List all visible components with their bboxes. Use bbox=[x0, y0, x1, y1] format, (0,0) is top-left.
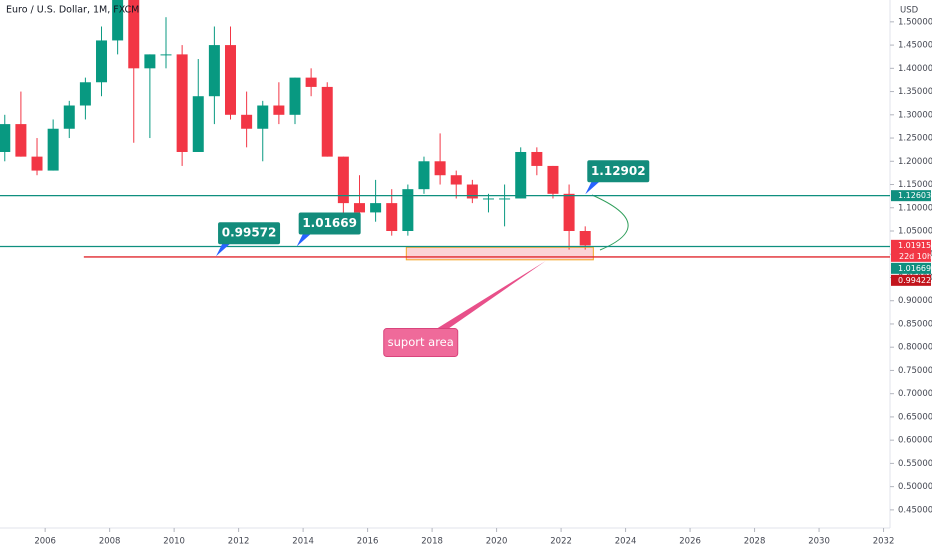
price-tag bbox=[891, 239, 931, 262]
countdown-label: 22d 10h bbox=[899, 252, 932, 261]
candle-body bbox=[257, 105, 269, 129]
candle-body bbox=[79, 82, 91, 106]
candle-body bbox=[418, 161, 430, 190]
candle-body bbox=[225, 45, 236, 115]
price-tag bbox=[891, 190, 931, 202]
x-tick-label: 2006 bbox=[34, 537, 56, 547]
candle-body bbox=[289, 77, 301, 115]
candle-body bbox=[531, 151, 543, 166]
projection-curve bbox=[591, 194, 629, 251]
candle-body bbox=[273, 105, 285, 115]
candle-body bbox=[128, 0, 140, 69]
candle-body bbox=[144, 54, 156, 69]
x-tick-label: 2032 bbox=[873, 537, 895, 547]
candle-body bbox=[192, 96, 204, 152]
candle-body bbox=[176, 54, 188, 152]
price-tag-label: 1.12603 bbox=[898, 191, 931, 200]
callout-label: 1.01669 bbox=[302, 216, 357, 230]
candle-body bbox=[47, 128, 59, 171]
candle-body bbox=[112, 0, 124, 41]
y-tick-label: 1.50000 bbox=[898, 17, 932, 27]
candle-body bbox=[482, 198, 494, 200]
y-tick-label: 0.55000 bbox=[898, 459, 932, 469]
y-tick-label: 0.60000 bbox=[898, 436, 932, 446]
y-tick-label: 1.30000 bbox=[898, 110, 932, 120]
candle-body bbox=[370, 203, 382, 213]
y-tick-label: 0.50000 bbox=[898, 482, 932, 492]
y-tick-label: 1.40000 bbox=[898, 64, 932, 74]
support-zone bbox=[405, 246, 594, 261]
candle-body bbox=[402, 189, 414, 231]
callout-box bbox=[218, 222, 281, 245]
candle-body bbox=[96, 40, 108, 83]
candle-body bbox=[31, 156, 43, 171]
y-tick-label: 1.20000 bbox=[898, 157, 932, 167]
price-tag-label: 1.01669 bbox=[898, 264, 931, 273]
candle-body bbox=[63, 105, 75, 129]
x-tick-label: 2026 bbox=[679, 537, 701, 547]
candle-body bbox=[15, 124, 27, 157]
price-tag bbox=[891, 262, 931, 274]
callout-box bbox=[587, 160, 650, 183]
candle-body bbox=[353, 203, 365, 213]
x-tick-label: 2024 bbox=[615, 537, 637, 547]
candle-body bbox=[386, 203, 398, 231]
candle-body bbox=[579, 231, 591, 246]
candle-body bbox=[499, 198, 511, 200]
y-tick-label: 0.90000 bbox=[898, 296, 932, 306]
candle-body bbox=[160, 54, 172, 56]
y-tick-label: 1.05000 bbox=[898, 227, 932, 237]
y-tick-label: 1.15000 bbox=[898, 180, 932, 190]
chart-title: Euro / U.S. Dollar, 1M, FXCM bbox=[6, 5, 139, 16]
y-tick-label: 0.45000 bbox=[898, 505, 932, 515]
zone-pointer bbox=[433, 260, 546, 331]
zone-label-box bbox=[383, 328, 459, 358]
y-tick-label: 1.35000 bbox=[898, 87, 932, 97]
price-tag bbox=[891, 274, 931, 286]
y-tick-label: 0.85000 bbox=[898, 319, 932, 329]
y-tick-label: 1.45000 bbox=[898, 41, 932, 51]
candle-body bbox=[434, 161, 446, 176]
x-tick-label: 2028 bbox=[744, 537, 766, 547]
zone-label: suport area bbox=[388, 335, 454, 349]
y-tick-label: 1.25000 bbox=[898, 134, 932, 144]
x-tick-label: 2008 bbox=[99, 537, 121, 547]
callout-box bbox=[298, 212, 361, 235]
price-tag-label: 0.99422 bbox=[898, 276, 931, 285]
candle-body bbox=[305, 77, 317, 87]
callout-label: 1.12902 bbox=[591, 164, 646, 178]
candle-body bbox=[563, 193, 575, 231]
price-tag-label: 1.01915 bbox=[898, 241, 931, 250]
candle-body bbox=[0, 124, 11, 152]
candle-body bbox=[466, 184, 478, 199]
candle-body bbox=[241, 114, 253, 129]
x-tick-label: 2012 bbox=[228, 537, 250, 547]
candle-body bbox=[337, 156, 349, 204]
candle-body bbox=[547, 165, 559, 194]
candle-body bbox=[450, 175, 462, 185]
y-tick-label: 1.10000 bbox=[898, 203, 932, 213]
candle-body bbox=[208, 45, 220, 97]
axis-unit: USD bbox=[900, 6, 919, 16]
x-tick-label: 2010 bbox=[163, 537, 185, 547]
candle-body bbox=[515, 151, 527, 199]
x-tick-label: 2022 bbox=[550, 537, 572, 547]
x-tick-label: 2030 bbox=[808, 537, 830, 547]
candle-body bbox=[321, 86, 333, 157]
y-tick-label: 0.65000 bbox=[898, 412, 932, 422]
plot-area bbox=[0, 0, 591, 250]
y-tick-label: 0.80000 bbox=[898, 343, 932, 353]
x-tick-label: 2020 bbox=[486, 537, 508, 547]
y-tick-label: 0.70000 bbox=[898, 389, 932, 399]
x-tick-label: 2016 bbox=[357, 537, 379, 547]
callout-label: 0.99572 bbox=[222, 226, 277, 240]
y-tick-label: 0.75000 bbox=[898, 366, 932, 376]
x-tick-label: 2014 bbox=[292, 537, 314, 547]
x-tick-label: 2018 bbox=[421, 537, 443, 547]
